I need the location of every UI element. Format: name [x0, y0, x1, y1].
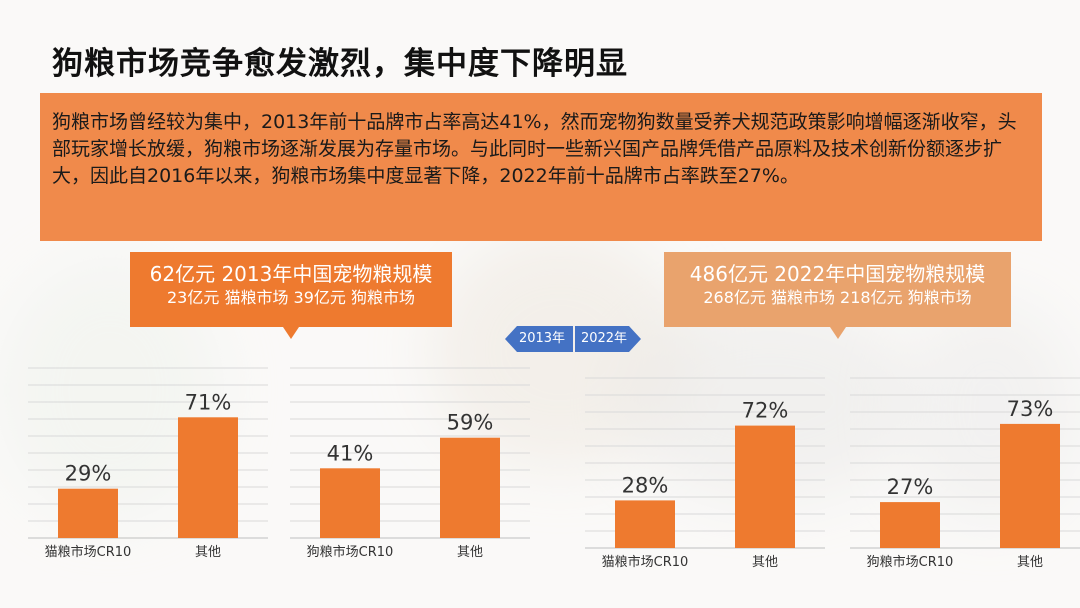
- bar: [880, 502, 940, 548]
- bar-chart-svg: 27% 狗粮市场CR10 73% 其他: [850, 377, 1080, 570]
- bar-value-label: 28%: [622, 473, 669, 497]
- category-label: 其他: [752, 555, 778, 570]
- page-title: 狗粮市场竞争愈发激烈，集中度下降明显: [52, 46, 628, 82]
- bar-value-label: 72%: [742, 399, 789, 423]
- callout-2013: 62亿元 2013年中国宠物粮规模 23亿元 猫粮市场 39亿元 狗粮市场: [130, 252, 452, 339]
- callout-2013-line2: 23亿元 猫粮市场 39亿元 狗粮市场: [167, 288, 415, 307]
- category-label: 狗粮市场CR10: [307, 544, 394, 560]
- bar-value-label: 29%: [65, 462, 112, 486]
- bar-chart-svg: 41% 狗粮市场CR10 59% 其他: [290, 367, 530, 560]
- chart-cat-food-2013: 29% 猫粮市场CR10 71% 其他: [28, 350, 268, 568]
- bar: [615, 500, 675, 548]
- bar: [58, 488, 118, 538]
- chart-dog-food-2022: 27% 狗粮市场CR10 73% 其他: [850, 360, 1080, 578]
- category-label: 其他: [457, 545, 483, 560]
- bar-value-label: 73%: [1007, 397, 1054, 421]
- bar-value-label: 59%: [447, 411, 494, 435]
- callout-2022-line2: 268亿元 猫粮市场 218亿元 狗粮市场: [703, 288, 972, 307]
- bar: [178, 417, 238, 538]
- bar: [1000, 423, 1060, 548]
- chart-dog-food-2013: 41% 狗粮市场CR10 59% 其他: [290, 350, 530, 568]
- year-2022-tab[interactable]: 2022年: [575, 326, 641, 352]
- intro-text-box: 狗粮市场曾经较为集中，2013年前十品牌市占率高达41%，然而宠物狗数量受养犬规…: [40, 93, 1042, 241]
- category-label: 猫粮市场CR10: [45, 544, 132, 560]
- callout-2022: 486亿元 2022年中国宠物粮规模 268亿元 猫粮市场 218亿元 狗粮市场: [664, 252, 1011, 339]
- category-label: 其他: [195, 545, 221, 560]
- bar-value-label: 27%: [887, 475, 934, 499]
- category-label: 猫粮市场CR10: [602, 554, 689, 570]
- bar-chart-svg: 28% 猫粮市场CR10 72% 其他: [585, 377, 825, 570]
- bar: [320, 468, 380, 538]
- bar-chart-svg: 29% 猫粮市场CR10 71% 其他: [28, 367, 268, 560]
- category-label: 狗粮市场CR10: [867, 554, 954, 570]
- year-2013-tab[interactable]: 2013年: [505, 326, 573, 352]
- callout-2013-line1: 62亿元 2013年中国宠物粮规模: [149, 262, 433, 286]
- bar: [735, 425, 795, 548]
- bar: [440, 437, 500, 538]
- bar-value-label: 71%: [185, 390, 232, 414]
- callout-2022-line1: 486亿元 2022年中国宠物粮规模: [689, 262, 986, 286]
- category-label: 其他: [1017, 555, 1043, 570]
- year-nav: 2013年 2022年: [505, 326, 637, 352]
- chart-cat-food-2022: 28% 猫粮市场CR10 72% 其他: [585, 360, 825, 578]
- bar-value-label: 41%: [327, 441, 374, 465]
